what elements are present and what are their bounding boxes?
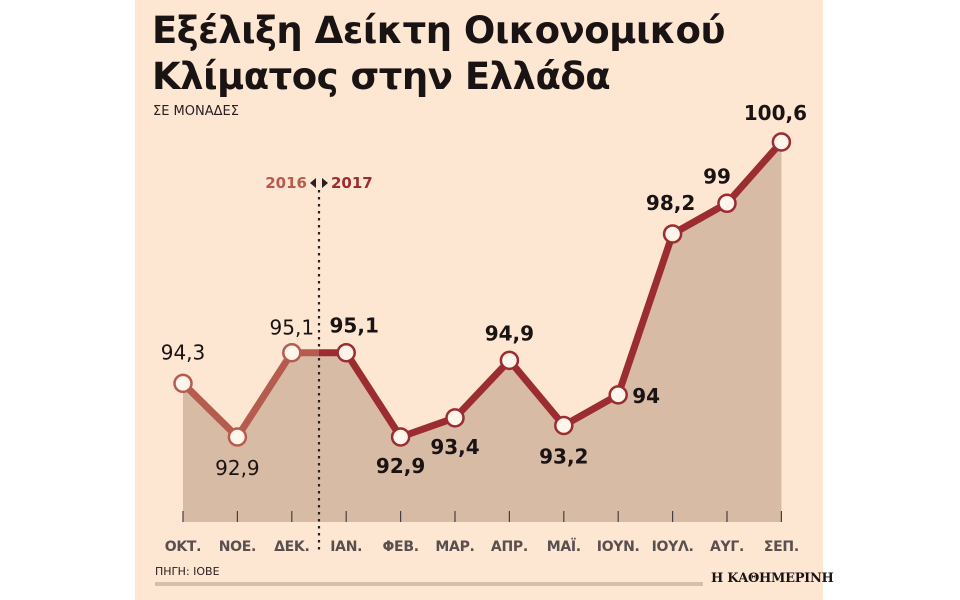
data-point-marker	[499, 350, 520, 371]
line-2016	[180, 349, 319, 441]
data-value-label: 94,3	[161, 340, 206, 364]
data-value-label: 95,1	[270, 316, 315, 340]
source-note: ΠΗΓΗ: ΙΟΒΕ	[155, 565, 220, 578]
x-axis-label: ΜΑΡ.	[435, 539, 474, 555]
year-label-2016: 2016	[265, 174, 307, 192]
area-fill	[183, 142, 782, 522]
chart-subtitle: ΣΕ ΜΟΝΑΔΕΣ	[153, 104, 239, 119]
data-point-marker	[608, 385, 628, 405]
line-2017	[319, 139, 785, 441]
x-axis-label: ΙΟΥΛ.	[652, 539, 694, 555]
data-point-marker	[390, 427, 411, 447]
x-axis-label: ΜΑΪ.	[547, 538, 581, 555]
data-value-label: 92,9	[215, 456, 260, 480]
data-value-label: 99	[703, 164, 731, 188]
x-axis-label: ΙΑΝ.	[330, 539, 362, 555]
data-point-marker	[554, 415, 574, 436]
data-point-marker	[445, 408, 465, 428]
data-value-label: 93,2	[539, 445, 588, 469]
data-point-marker	[662, 224, 683, 244]
x-axis-label: ΦΕΒ.	[382, 539, 418, 555]
data-value-label: 95,1	[330, 314, 379, 338]
data-value-label: 94	[632, 384, 660, 408]
data-point-marker	[282, 342, 302, 363]
data-value-label: 92,9	[376, 454, 425, 478]
data-point-marker	[336, 342, 356, 363]
x-axis-label: ΑΥΓ.	[710, 539, 744, 555]
chart-title: Εξέλιξη Δείκτη Οικονομικού Κλίματος στην…	[152, 9, 725, 98]
data-point-marker	[717, 193, 737, 214]
data-value-label: 98,2	[646, 191, 695, 215]
data-point-marker	[227, 427, 248, 447]
x-axis-label: ΝΟΕ.	[219, 539, 256, 555]
x-axis-label: ΟΚΤ.	[165, 539, 201, 555]
data-value-label: 93,4	[430, 435, 479, 459]
data-point-marker	[771, 132, 792, 152]
footer-rule	[155, 582, 703, 586]
x-axis-label: ΑΠΡ.	[491, 539, 528, 555]
brand-logo: Η ΚΑΘΗΜΕΡΙΝΗ	[711, 571, 834, 586]
year-label-2017: 2017	[331, 174, 373, 192]
data-value-label: 94,9	[485, 321, 534, 345]
data-point-marker	[173, 373, 193, 394]
x-axis-label: ΔΕΚ.	[274, 539, 309, 555]
x-axis-label: ΣΕΠ.	[764, 539, 799, 555]
data-value-label: 100,6	[744, 101, 807, 125]
x-axis-label: ΙΟΥΝ.	[597, 539, 640, 555]
double-arrow-icon	[310, 178, 328, 188]
